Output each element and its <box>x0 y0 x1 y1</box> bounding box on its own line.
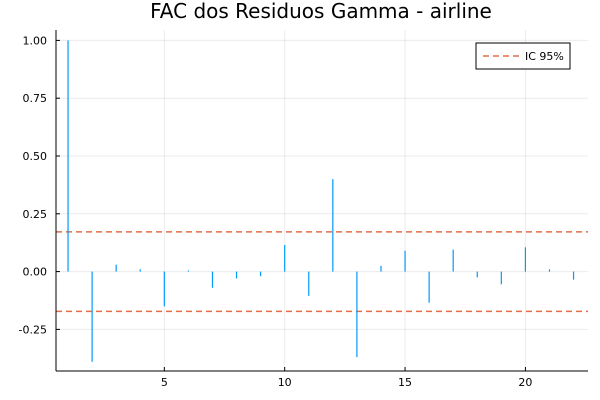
tick-labels: 5 10 15 20 -0.25 0.00 0.25 0.50 0.75 1.00 <box>19 34 533 389</box>
legend-label: IC 95% <box>525 50 564 63</box>
confidence-bands <box>56 231 588 313</box>
y-tick-label-2: 0.25 <box>23 208 48 221</box>
chart-title: FAC dos Residuos Gamma - airline <box>150 0 492 23</box>
y-tick-label-1: 0.00 <box>23 266 48 279</box>
axes <box>55 30 588 372</box>
y-tick-label-4: 0.75 <box>23 92 48 105</box>
acf-bars <box>67 40 575 362</box>
x-tick-label-3: 20 <box>518 376 532 389</box>
y-tick-label-3: 0.50 <box>23 150 48 163</box>
legend-box <box>475 42 571 70</box>
x-tick-label-2: 15 <box>398 376 412 389</box>
x-tick-label-0: 5 <box>161 376 168 389</box>
grid <box>56 30 588 371</box>
y-tick-label-0: -0.25 <box>19 323 47 336</box>
x-tick-label-1: 10 <box>278 376 292 389</box>
y-tick-label-5: 1.00 <box>23 34 48 47</box>
legend: IC 95% <box>475 42 571 70</box>
